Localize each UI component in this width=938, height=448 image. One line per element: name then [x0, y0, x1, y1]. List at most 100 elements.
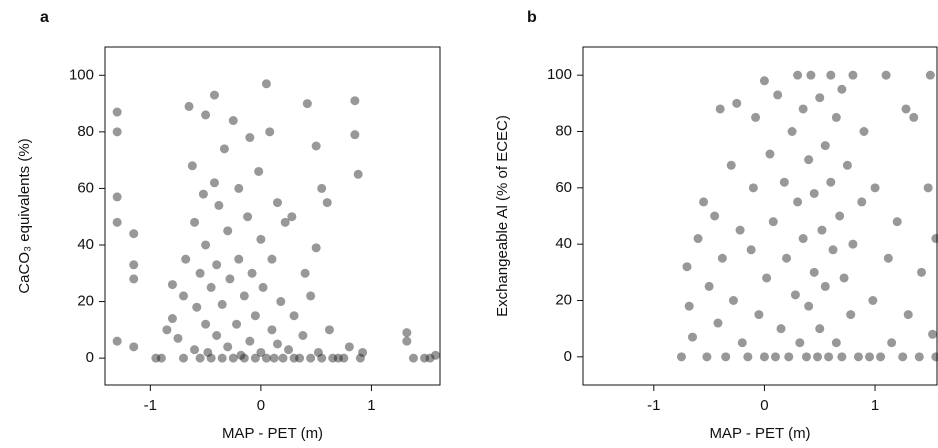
scatter-point: [278, 353, 288, 363]
scatter-point: [112, 192, 122, 202]
scatter-point: [713, 318, 723, 328]
scatter-point: [223, 226, 233, 236]
scatter-point: [901, 104, 911, 114]
scatter-point: [232, 319, 242, 329]
scatter-point: [728, 296, 738, 305]
scatter-point: [192, 302, 202, 312]
scatter-point: [795, 338, 805, 348]
panel-label: b: [527, 9, 537, 26]
scatter-point: [250, 353, 260, 363]
scatter-point: [339, 353, 349, 363]
scatter-point: [129, 274, 139, 284]
scatter-point: [828, 245, 838, 255]
scatter-point: [735, 225, 745, 235]
scatter-point: [732, 98, 742, 108]
x-tick-label: 1: [367, 397, 375, 414]
scatter-point: [790, 290, 800, 300]
scatter-point: [265, 127, 275, 137]
scatter-point: [846, 310, 856, 320]
scatter-point: [917, 267, 927, 277]
scatter-point: [306, 353, 316, 363]
x-tick-label: 0: [257, 397, 265, 414]
scatter-point: [272, 198, 282, 208]
scatter-point: [402, 328, 412, 338]
scatter-point: [743, 352, 753, 362]
scatter-point: [784, 352, 794, 362]
scatter-point: [322, 198, 332, 208]
scatter-point: [302, 99, 312, 109]
scatter-point: [245, 336, 255, 346]
scatter-point: [684, 301, 694, 311]
scatter-point: [311, 141, 321, 151]
scatter-point: [892, 217, 902, 227]
x-axis-label: MAP - PET (m): [709, 425, 810, 442]
scatter-point: [837, 352, 847, 362]
scatter-point: [212, 260, 222, 270]
scatter-point: [842, 160, 852, 170]
scatter-point: [726, 160, 736, 170]
scatter-point: [267, 254, 277, 264]
scatter-point: [284, 345, 294, 355]
scatter-point: [261, 79, 271, 89]
scatter-point: [243, 212, 253, 222]
scatter-point: [267, 325, 277, 335]
y-tick-label: 40: [555, 235, 572, 252]
x-tick-label: -1: [647, 397, 660, 414]
scatter-point: [298, 331, 308, 341]
scatter-point: [254, 166, 264, 176]
x-tick-label: -1: [144, 397, 157, 414]
scatter-point: [804, 301, 814, 311]
scatter-point: [835, 211, 845, 221]
scatter-point: [923, 183, 933, 193]
scatter-point: [782, 253, 792, 263]
scatter-point: [276, 297, 286, 307]
y-tick-label: 100: [547, 66, 572, 83]
x-tick-label: 1: [871, 397, 879, 414]
scatter-point: [820, 281, 830, 291]
scatter-point: [306, 291, 316, 301]
scatter-point: [702, 352, 712, 362]
scatter-point: [355, 353, 365, 363]
scatter-point: [178, 353, 188, 363]
scatter-point: [353, 169, 363, 179]
scatter-point: [798, 104, 808, 114]
scatter-point: [300, 268, 310, 278]
scatter-point: [350, 130, 360, 140]
scatter-point: [883, 253, 893, 263]
scatter-point: [201, 319, 211, 329]
y-tick-label: 20: [555, 291, 572, 308]
y-axis-label: CaCO₃ equivalents (%): [16, 138, 33, 293]
scatter-point: [328, 353, 338, 363]
scatter-point: [190, 217, 200, 227]
x-tick-label: 0: [760, 397, 768, 414]
plot-frame: [582, 46, 938, 386]
scatter-point: [156, 353, 166, 363]
scatter-point: [217, 353, 227, 363]
scatter-point: [212, 331, 222, 341]
scatter-point: [402, 336, 412, 346]
scatter-point: [813, 352, 823, 362]
scatter-point: [289, 311, 299, 321]
scatter-point: [682, 262, 692, 272]
scatter-point: [181, 254, 191, 264]
y-tick-label: 60: [77, 179, 94, 196]
scatter-point: [333, 353, 343, 363]
scatter-point: [269, 353, 279, 363]
scatter-point: [865, 352, 875, 362]
scatter-point: [236, 350, 246, 360]
scatter-point: [261, 353, 271, 363]
scatter-point: [868, 296, 878, 305]
scatter-point: [287, 212, 297, 222]
scatter-point: [129, 229, 139, 239]
scatter-point: [431, 350, 441, 360]
scatter-point: [787, 127, 797, 136]
scatter-point: [798, 234, 808, 244]
scatter-point: [151, 353, 161, 363]
scatter-point: [344, 342, 354, 352]
scatter-point: [195, 268, 205, 278]
scatter-point: [317, 353, 327, 363]
scatter-point: [746, 245, 756, 255]
scatter-point: [225, 274, 235, 284]
scatter-point: [228, 116, 238, 126]
scatter-point: [715, 104, 725, 114]
